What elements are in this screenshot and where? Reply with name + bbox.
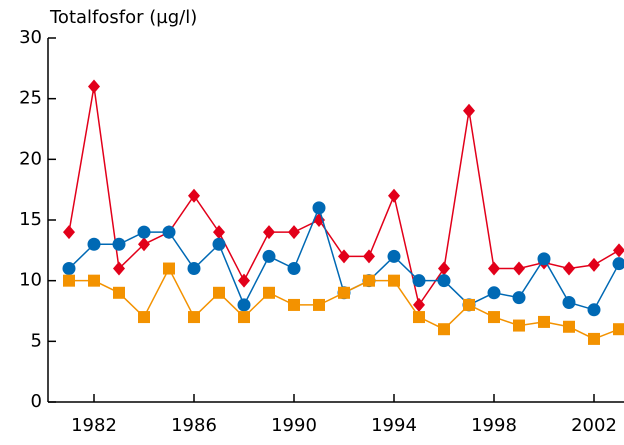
point [538,316,550,328]
point [238,311,250,323]
point [563,321,575,333]
point [363,275,375,287]
point [513,262,525,276]
point [113,287,125,299]
point [88,275,100,287]
point [588,333,600,345]
y-tick-label: 25 [19,88,42,109]
point [538,252,551,265]
point [388,250,401,263]
point [513,291,526,304]
point [313,299,325,311]
point [488,262,500,276]
x-tick-label: 2002 [571,415,617,436]
point [438,323,450,335]
point [463,104,475,118]
point [613,243,624,257]
y-tick-label: 10 [19,270,42,291]
point [238,274,250,288]
point [613,323,624,335]
point [288,225,300,239]
y-tick-label: 20 [19,148,42,169]
point [63,275,75,287]
x-tick-label: 1994 [371,415,417,436]
series-line [69,269,619,339]
point [338,287,350,299]
x-tick-label: 1986 [171,415,217,436]
point [138,311,150,323]
point [88,80,100,94]
point [613,257,624,270]
y-tick-label: 15 [19,209,42,230]
point [588,258,600,272]
point [463,299,475,311]
point [563,296,576,309]
y-tick-label: 30 [19,27,42,48]
point [113,238,126,251]
point [588,303,601,316]
point [488,286,501,299]
x-tick-label: 1990 [271,415,317,436]
point [263,225,275,239]
point [288,299,300,311]
point [288,262,301,275]
point [413,311,425,323]
point [388,275,400,287]
point [213,238,226,251]
point [238,298,251,311]
x-tick-label: 1982 [71,415,117,436]
point [188,311,200,323]
point [263,250,276,263]
point [163,226,176,239]
point [88,238,101,251]
y-tick-label: 5 [31,330,42,351]
point [438,274,451,287]
point [138,226,151,239]
point [263,287,275,299]
y-tick-label: 0 [31,391,42,412]
point [188,262,201,275]
y-axis-title: Totalfosfor (µg/l) [49,7,197,28]
point [213,287,225,299]
x-tick-label: 1998 [471,415,517,436]
point [488,311,500,323]
point [388,189,400,203]
series-line [69,87,619,305]
point [513,320,525,332]
point [363,249,375,263]
point [313,201,326,214]
point [63,262,76,275]
point [563,262,575,276]
point [163,263,175,275]
point [63,225,75,239]
point [413,274,426,287]
